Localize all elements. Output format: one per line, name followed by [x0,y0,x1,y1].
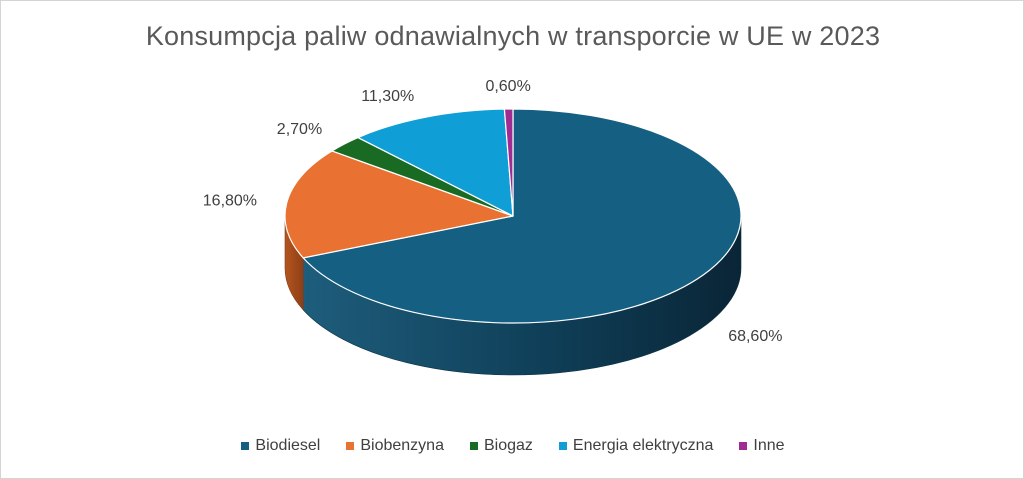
pie-slice-energia-elektryczna [357,108,514,217]
legend-item-biogaz: Biogaz [469,437,533,455]
legend-item-inne: Inne [739,437,785,455]
legend-swatch-biodiesel [241,442,250,450]
legend-item-energia-elektryczna: Energia elektryczna [558,437,714,455]
legend-swatch-biogaz [469,442,478,450]
legend-label-inne: Inne [753,437,785,454]
data-label-biodiesel: 68,60% [728,328,782,345]
data-label-energia-elektryczna: 11,30% [361,88,414,105]
chart-legend: Biodiesel Biobenzyna Biogaz Energia elektry… [1,437,1024,455]
legend-swatch-biobenzyna [346,442,355,450]
legend-item-biodiesel: Biodiesel [241,437,320,455]
legend-label-biodiesel: Biodiesel [255,437,321,454]
pie-chart: 68,60% 16,80% 2,70% 11,30% 0,60% [203,78,782,376]
pie-slice-inne [503,108,514,217]
legend-label-energia-elektryczna: Energia elektryczna [572,437,714,454]
pie-slice-biobenzyna [284,150,514,259]
data-label-biobenzyna: 16,80% [203,193,257,210]
legend-label-biogaz: Biogaz [483,437,533,454]
data-label-inne: 0,60% [485,78,530,95]
legend-label-biobenzyna: Biobenzyna [360,437,444,454]
legend-swatch-inne [739,442,748,450]
chart-title: Konsumpcja paliw odnawialnych w transpor… [145,21,881,51]
data-label-biogaz: 2,70% [277,121,322,138]
pie-slice-biodiesel [302,108,742,324]
legend-swatch-energia-elektryczna [558,442,567,450]
legend-item-biobenzyna: Biobenzyna [346,437,444,455]
